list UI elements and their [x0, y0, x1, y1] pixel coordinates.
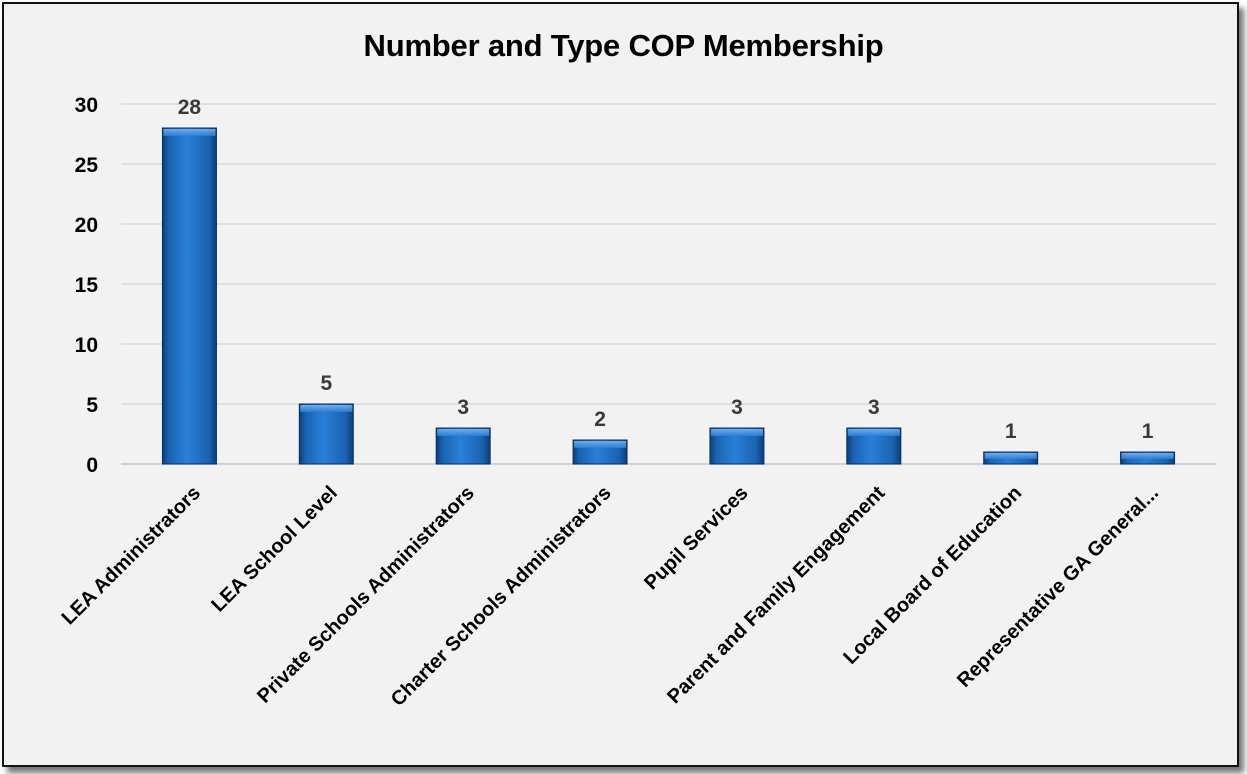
y-tick-label: 30: [75, 94, 98, 117]
x-tick-label: Private Schools Administrators: [253, 482, 479, 708]
bar-bevel: [574, 441, 627, 448]
bar-bevel: [1121, 453, 1174, 459]
y-tick-label: 10: [75, 334, 98, 357]
y-tick-label: 0: [86, 454, 98, 477]
x-tick-label: Pupil Services: [640, 482, 752, 594]
bar-bevel: [163, 129, 216, 136]
data-label: 3: [457, 396, 469, 419]
bar: [983, 451, 1039, 465]
data-label: 5: [320, 372, 332, 395]
data-label: 1: [1142, 420, 1154, 443]
bar: [709, 427, 765, 465]
x-tick-label: Parent and Family Engagement: [663, 482, 889, 708]
bar: [435, 427, 491, 465]
bar-bevel: [847, 429, 900, 436]
bar: [1120, 451, 1176, 465]
x-tick-label: LEA School Level: [207, 482, 341, 616]
data-label: 28: [178, 96, 202, 119]
data-label: 3: [868, 396, 880, 419]
data-label: 3: [731, 396, 743, 419]
bar-bevel: [984, 453, 1037, 459]
data-label: 1: [1005, 420, 1017, 443]
bar: [572, 439, 628, 465]
bar: [298, 403, 354, 465]
x-tick-label: LEA Administrators: [58, 482, 205, 629]
chart-title: Number and Type COP Membership: [363, 28, 884, 63]
data-label: 2: [594, 408, 606, 431]
bar-bevel: [710, 429, 763, 436]
y-tick-label: 15: [75, 274, 99, 297]
y-tick-label: 20: [75, 214, 98, 237]
x-tick-label: Charter Schools Administrators: [387, 482, 616, 711]
y-tick-label: 25: [75, 154, 99, 177]
y-tick-label: 5: [86, 394, 98, 417]
bar-body: [161, 127, 217, 465]
bar: [846, 427, 902, 465]
bar-body: [298, 403, 354, 465]
bar: [161, 127, 217, 465]
bar-bevel: [437, 429, 490, 436]
bar-bevel: [300, 405, 353, 412]
